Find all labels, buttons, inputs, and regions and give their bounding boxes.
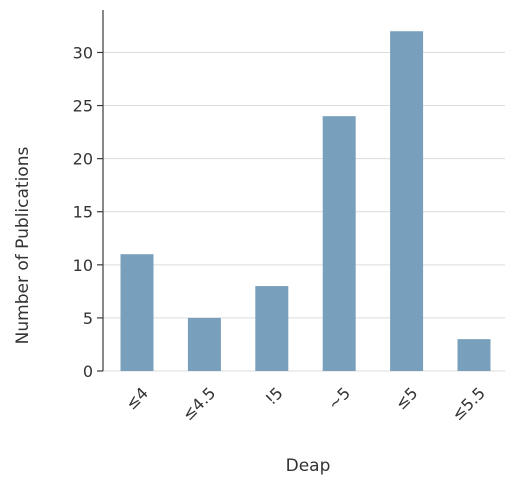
x-tick-label: !5	[261, 383, 286, 408]
x-tick-labels: ≤4 ≤4.5 !5 ~5 ≤5 ≤5.5	[122, 383, 489, 424]
x-tick-label: ≤5.5	[448, 383, 489, 424]
bars	[120, 31, 491, 372]
x-tick-label: ≤4.5	[178, 383, 219, 424]
y-axis-title: Number of Publications	[13, 147, 33, 345]
y-tick-label: 15	[73, 203, 93, 222]
bar	[390, 31, 424, 372]
y-tick-labels: 0 5 10 15 20 25 30	[73, 43, 93, 381]
y-tick-label: 0	[83, 362, 93, 381]
bar	[255, 286, 289, 371]
y-tick-label: 10	[73, 256, 93, 275]
axes	[97, 10, 104, 372]
bar	[187, 317, 221, 371]
x-axis-title: Deap	[286, 456, 331, 476]
x-tick-label: ≤4	[122, 383, 152, 413]
x-tick-label: ≤5	[391, 383, 421, 413]
bar	[322, 116, 356, 371]
x-tick-label: ~5	[324, 383, 354, 413]
y-tick-label: 20	[73, 150, 93, 169]
grid-lines	[103, 51, 505, 372]
y-tick-label: 30	[73, 43, 93, 62]
bar	[457, 339, 491, 371]
y-tick-label: 5	[83, 309, 93, 328]
bar	[120, 254, 154, 371]
y-tick-label: 25	[73, 97, 93, 116]
